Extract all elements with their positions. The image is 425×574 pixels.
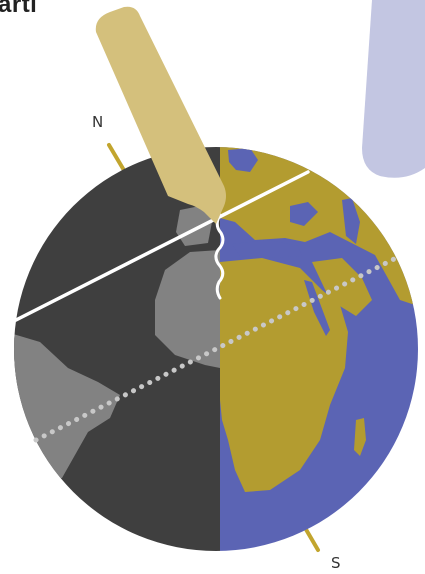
night-land-africa: [155, 250, 220, 368]
sea-mediterranean: [232, 240, 302, 258]
south-label: S: [331, 554, 341, 572]
title-text: arti: [0, 0, 38, 18]
north-label: N: [92, 113, 104, 131]
day-land-africa: [220, 258, 348, 492]
terminator-line: [214, 213, 225, 300]
pencil-body: [95, 6, 227, 225]
decorative-blob: [362, 0, 425, 178]
sea-baltic: [290, 202, 318, 226]
arctic-circle-line: [14, 170, 310, 322]
pencil-icon: [95, 6, 227, 225]
day-land-arabia: [312, 258, 372, 316]
equator-dotted-line: [33, 255, 399, 443]
axis-north: [107, 143, 127, 174]
axis-south: [302, 524, 320, 552]
day-land-scandinavia: [228, 148, 258, 172]
day-land-madagascar: [354, 418, 366, 456]
sea-red: [304, 280, 330, 336]
sea-caspian: [342, 198, 360, 244]
